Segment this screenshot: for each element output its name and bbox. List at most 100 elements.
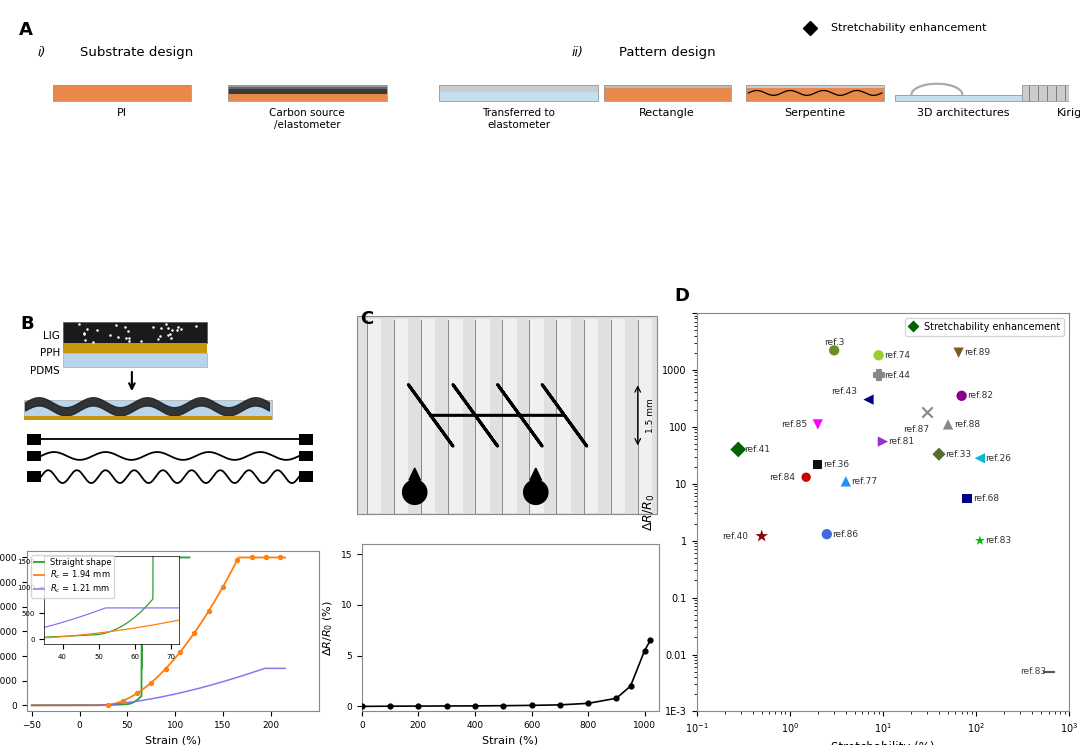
Text: ref.89: ref.89 — [964, 348, 990, 357]
X-axis label: Strain (%): Strain (%) — [145, 736, 201, 745]
Text: ref.3: ref.3 — [824, 337, 845, 346]
Text: i): i) — [37, 46, 45, 60]
Bar — [746, 85, 885, 101]
Text: ref.86: ref.86 — [833, 530, 859, 539]
$R_c$ = 1.21 mm — [216, 677, 229, 686]
Bar — [53, 85, 191, 101]
Bar — [27, 472, 41, 482]
Point — [214, 580, 231, 592]
Text: ref.87: ref.87 — [903, 425, 929, 434]
Text: ref.81: ref.81 — [889, 437, 915, 446]
$R_c$ = 1.94 mm — [91, 701, 104, 710]
Text: ref.84: ref.84 — [769, 473, 795, 482]
Bar — [1022, 85, 1080, 101]
Bar — [529, 319, 543, 513]
$R_c$ = 1.94 mm — [216, 583, 229, 592]
Bar — [53, 85, 191, 101]
Bar — [421, 319, 435, 513]
$R_c$ = 1.94 mm — [175, 647, 188, 656]
Bar — [64, 343, 206, 352]
Point — [809, 419, 826, 431]
Bar — [610, 319, 625, 513]
Point — [229, 554, 246, 565]
Straight shape — [100, 700, 113, 709]
$R_c$ = 1.94 mm — [279, 553, 292, 562]
Bar — [24, 416, 272, 419]
Text: ref.26: ref.26 — [986, 454, 1012, 463]
Point — [243, 551, 260, 563]
Bar — [64, 323, 206, 343]
Point — [129, 688, 146, 700]
Straight shape — [119, 700, 132, 708]
Point — [971, 452, 988, 464]
Point — [875, 436, 892, 448]
Bar — [502, 319, 516, 513]
Point — [580, 697, 597, 709]
Bar — [637, 319, 652, 513]
Point — [495, 700, 512, 711]
Point — [930, 448, 947, 460]
Point — [172, 646, 189, 658]
Straight shape — [135, 553, 148, 562]
$R_c$ = 1.94 mm — [232, 553, 245, 562]
Bar — [228, 89, 387, 94]
Bar — [228, 94, 387, 101]
Text: D: D — [674, 287, 689, 305]
Bar — [894, 95, 1032, 101]
Line: $R_c$ = 1.21 mm: $R_c$ = 1.21 mm — [31, 668, 285, 706]
Text: ref.40: ref.40 — [723, 532, 748, 541]
Bar — [299, 434, 313, 445]
Text: Substrate design: Substrate design — [80, 46, 193, 60]
X-axis label: Strain (%): Strain (%) — [483, 736, 538, 745]
Bar — [228, 85, 387, 101]
Point — [114, 695, 132, 707]
Text: Pattern design: Pattern design — [620, 46, 716, 60]
Point — [753, 530, 770, 542]
$R_c$ = 1.94 mm — [70, 701, 83, 710]
Bar — [746, 94, 885, 101]
Legend: Straight shape, $R_c$ = 1.94 mm, $R_c$ = 1.21 mm: Straight shape, $R_c$ = 1.94 mm, $R_c$ =… — [31, 556, 114, 597]
Text: ref.83: ref.83 — [986, 536, 1012, 545]
Text: Kirigami: Kirigami — [1056, 108, 1080, 118]
Point — [825, 344, 842, 356]
Point — [353, 700, 370, 712]
Point — [870, 370, 888, 381]
Point — [409, 700, 427, 712]
Bar — [1022, 85, 1080, 101]
Text: ref.82: ref.82 — [968, 391, 994, 400]
Bar — [299, 451, 313, 461]
Straight shape — [25, 701, 38, 710]
Point — [523, 700, 540, 711]
Text: ref.33: ref.33 — [945, 450, 971, 459]
$R_c$ = 1.21 mm — [91, 701, 104, 710]
Point — [257, 551, 274, 563]
Point — [1040, 666, 1057, 678]
Point — [99, 699, 117, 711]
Point — [642, 635, 659, 647]
$R_c$ = 1.21 mm — [279, 664, 292, 673]
Text: ref.85: ref.85 — [781, 420, 807, 429]
Text: PDMS: PDMS — [30, 366, 60, 375]
$R_c$ = 1.21 mm — [175, 688, 188, 697]
$R_c$ = 1.94 mm — [25, 701, 38, 710]
Bar — [604, 94, 730, 101]
Bar — [228, 85, 387, 86]
Bar — [394, 319, 408, 513]
Straight shape — [110, 700, 123, 709]
Point — [381, 700, 399, 712]
Bar — [583, 319, 598, 513]
Straight shape — [154, 553, 167, 562]
Text: Carbon source
/elastometer: Carbon source /elastometer — [269, 108, 345, 130]
Text: ref.77: ref.77 — [851, 477, 878, 486]
Bar — [27, 434, 41, 445]
$R_c$ = 1.21 mm — [25, 701, 38, 710]
Polygon shape — [524, 481, 548, 504]
Point — [157, 663, 174, 675]
Point — [837, 475, 854, 487]
Bar — [299, 472, 313, 482]
Text: ref.83: ref.83 — [1021, 668, 1047, 676]
Straight shape — [179, 553, 192, 562]
Bar — [24, 400, 272, 419]
Text: LIG: LIG — [43, 331, 60, 341]
Point — [730, 443, 747, 455]
